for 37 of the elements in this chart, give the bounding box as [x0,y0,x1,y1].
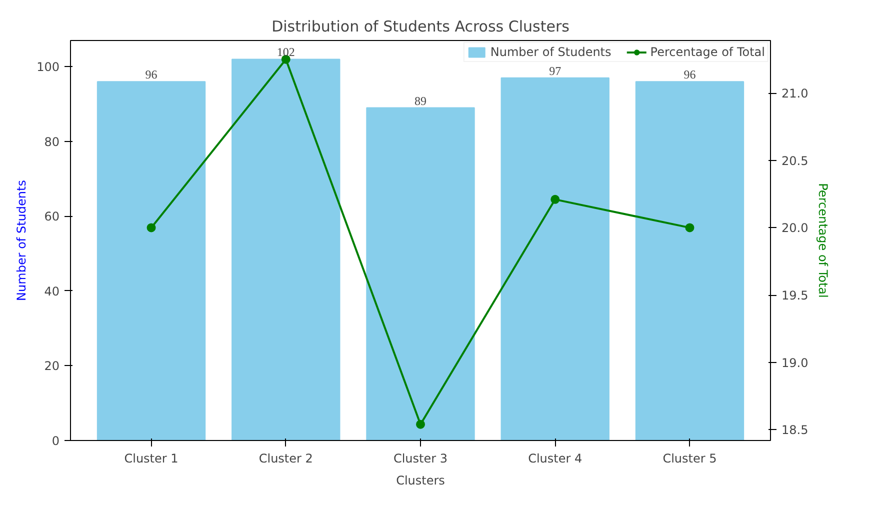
x-tick-label: Cluster 5 [662,452,717,466]
x-tick-label: Cluster 2 [258,452,313,466]
data-label: 97 [549,64,562,78]
data-label: 96 [684,68,696,82]
y-tick-label: 40 [44,284,60,298]
data-label: 102 [276,45,295,60]
bar [366,107,475,440]
x-tick-label: Cluster 4 [528,452,582,466]
y2-tick-label: 19.0 [782,356,808,370]
y-tick-label: 0 [52,434,60,448]
point [146,223,156,232]
legend-label: Percentage of Total [650,45,765,59]
y2-tick-label: 18.5 [782,423,808,438]
y-tick-label: 100 [36,60,60,74]
point [685,223,694,232]
point [550,194,560,204]
y2-tick-label: 20.0 [782,221,808,236]
x-axis-title: Clusters [396,474,445,488]
legend-label: Number of Students [490,45,612,59]
x-tick-label: Cluster 3 [393,452,448,466]
y2-axis-title: Percentage of Total [816,183,830,298]
y-tick-label: 80 [44,134,60,149]
x-tick-label: Cluster 1 [124,452,178,466]
y-axis-title: Number of Students [14,180,29,301]
y-tick-label: 20 [44,359,60,374]
bar [96,81,206,440]
bar [500,77,610,440]
data-label: 96 [145,68,158,82]
y2-tick-label: 21.0 [782,86,808,101]
data-label: 89 [414,94,426,108]
bar [232,58,340,440]
y-tick-label: 60 [44,210,60,224]
point [416,420,425,429]
y2-tick-label: 20.5 [782,154,808,168]
chart-title: Distribution of Students Across Clusters [272,18,570,36]
y2-tick-label: 19.5 [782,288,808,303]
bar [635,81,744,440]
